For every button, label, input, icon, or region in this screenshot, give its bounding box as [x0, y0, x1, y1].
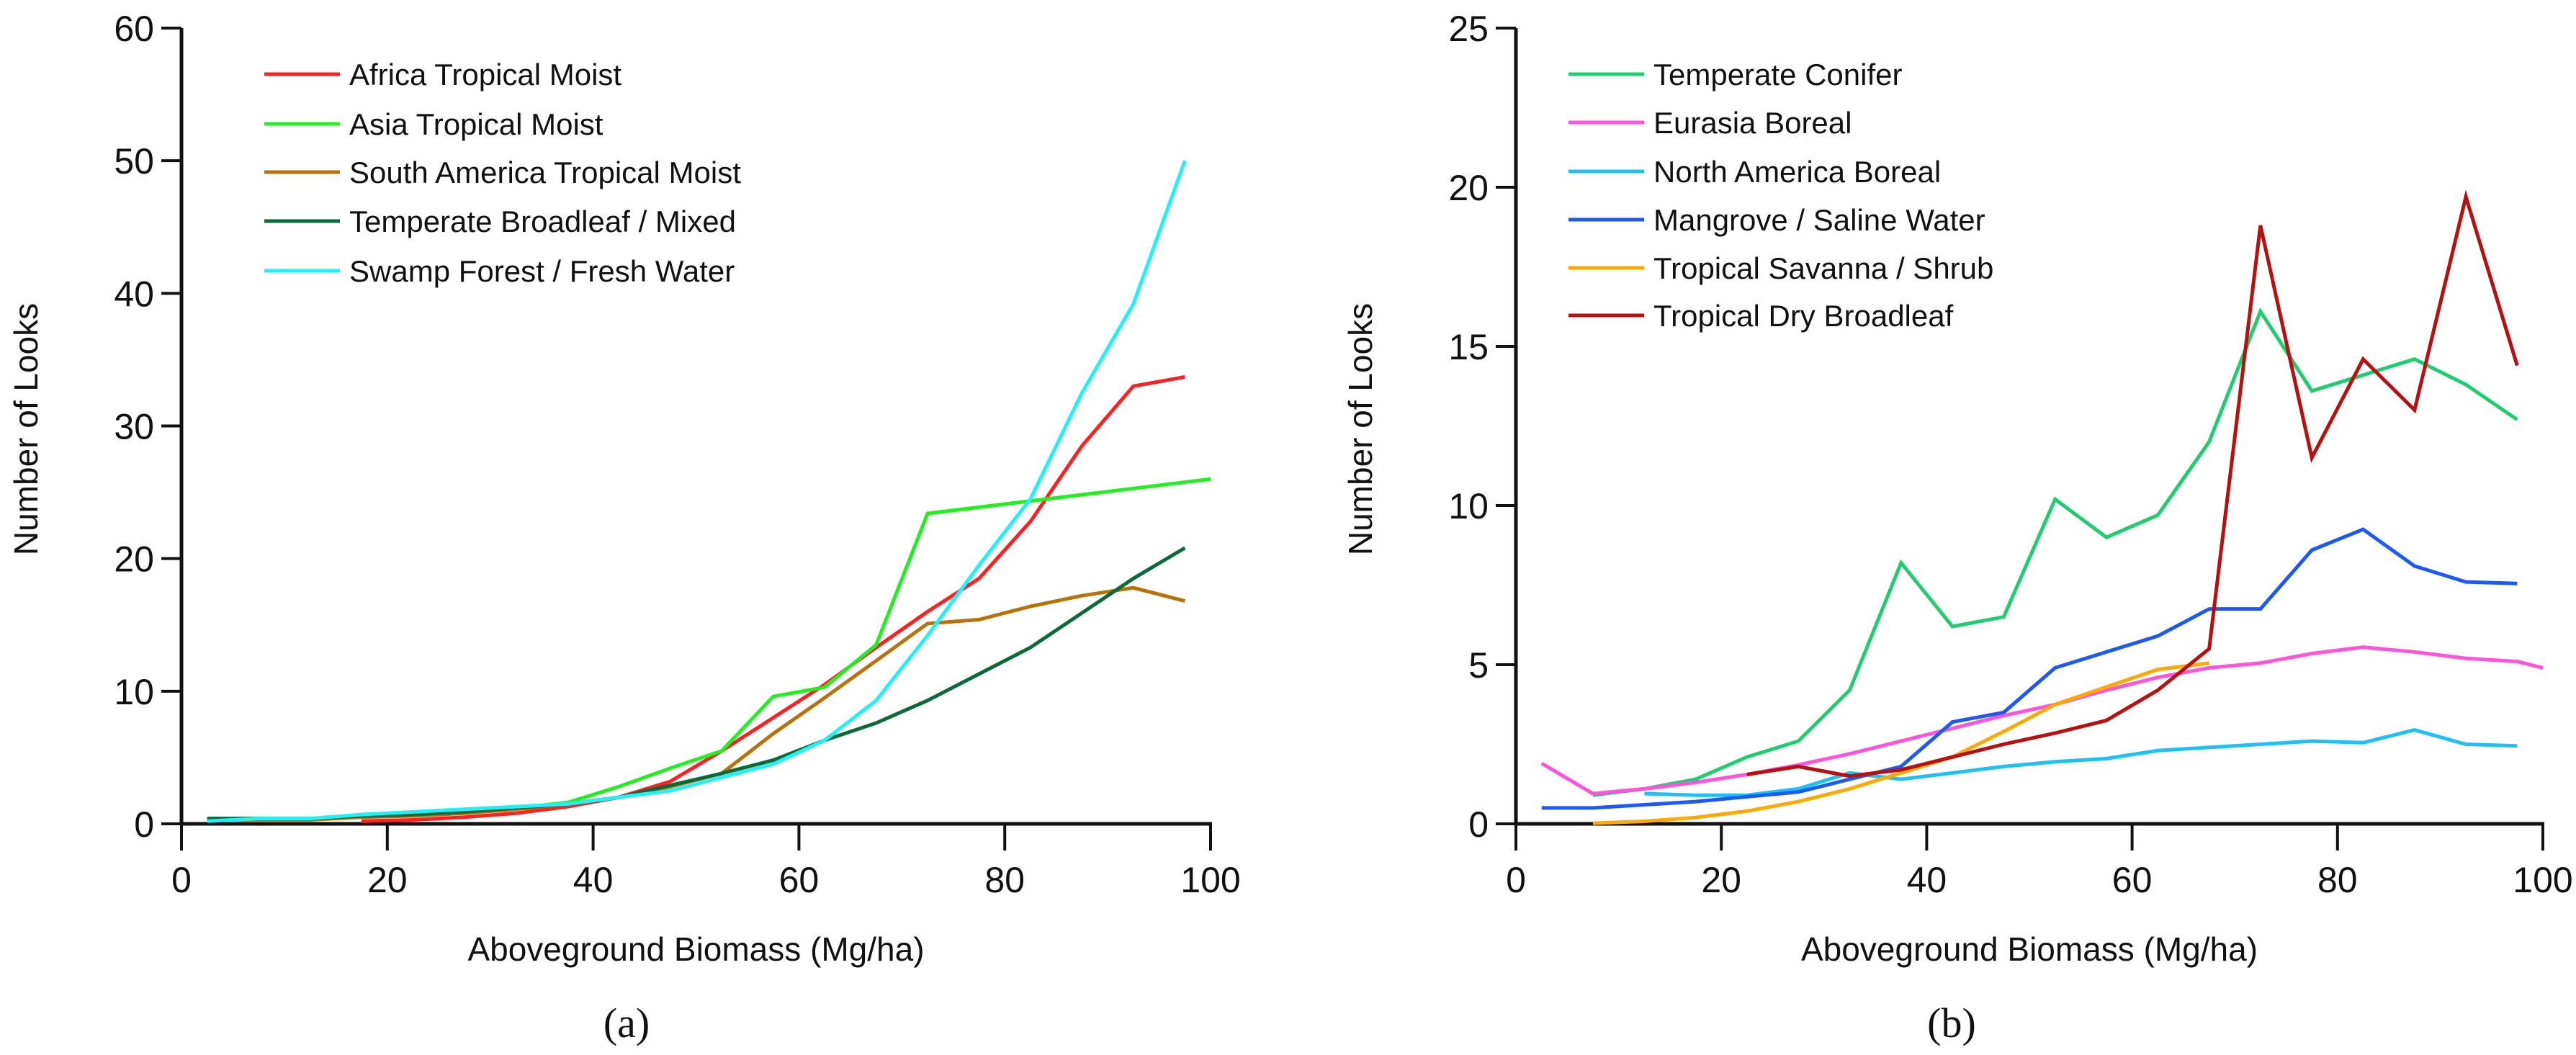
x-tick-label: 0 [1506, 860, 1526, 900]
series-line-4 [1592, 661, 2209, 825]
series-line-5 [1746, 189, 2519, 778]
x-tick-label: 60 [2112, 860, 2153, 900]
legend-label: Temperate Broadleaf / Mixed [349, 205, 736, 238]
y-axis-label: Number of Looks [7, 303, 45, 555]
x-tick-label: 80 [984, 860, 1025, 900]
x-tick-label: 60 [779, 860, 820, 900]
legend-label: Mangrove / Saline Water [1653, 203, 1985, 237]
x-axis-label: Aboveground Biomass (Mg/ha) [1801, 930, 2258, 968]
y-tick-label: 50 [114, 141, 154, 181]
series-line-2 [1644, 728, 2518, 797]
x-tick-label: 20 [367, 860, 408, 900]
y-tick-label: 25 [1448, 9, 1489, 49]
chart-panel-b: 0 5 10 15 20 25 0 20 40 60 80 100 Aboveground Biomas… [1342, 9, 2573, 968]
series-line-0 [362, 374, 1185, 823]
y-tick-label: 30 [114, 407, 154, 447]
y-tick-label: 0 [1468, 804, 1489, 845]
y-tick-label: 0 [134, 804, 154, 845]
x-tick-label: 40 [573, 860, 614, 900]
series-line-1 [1540, 645, 2544, 796]
x-tick-label: 0 [171, 860, 192, 900]
y-tick-label: 40 [114, 274, 154, 314]
y-tick-label: 20 [1448, 168, 1489, 208]
chart-panel-a: 0 10 20 30 40 50 60 0 20 40 60 80 100 Aboveground Bio… [7, 9, 1241, 968]
series-line-4 [207, 160, 1187, 823]
y-axis-label: Number of Looks [1342, 303, 1379, 555]
x-tick-label: 100 [1180, 860, 1240, 900]
y-tick-label: 20 [114, 539, 154, 580]
legend-label: Swamp Forest / Fresh Water [349, 254, 735, 288]
legend-label: Africa Tropical Moist [349, 58, 621, 91]
legend-label: Tropical Dry Broadleaf [1653, 299, 1954, 333]
legend-label: Tropical Savanna / Shrub [1653, 251, 1993, 285]
series-line-3 [1541, 527, 2518, 810]
legend-label: Eurasia Boreal [1653, 106, 1852, 140]
y-tick-label: 5 [1468, 645, 1489, 686]
series-line-3 [207, 546, 1186, 821]
x-tick-label: 80 [2317, 860, 2358, 900]
x-tick-label: 20 [1701, 860, 1741, 900]
x-axis-label: Aboveground Biomass (Mg/ha) [467, 930, 924, 968]
y-tick-label: 15 [1448, 327, 1489, 367]
series-line-1 [207, 477, 1211, 821]
y-tick-label: 10 [1448, 486, 1489, 526]
legend-label: Asia Tropical Moist [349, 107, 603, 141]
legend-label: Temperate Conifer [1653, 58, 1903, 91]
panel-caption-b: (b) [1927, 1000, 1976, 1046]
x-tick-label: 100 [2513, 860, 2572, 900]
y-tick-label: 60 [114, 9, 154, 49]
series-line-0 [1592, 307, 2518, 797]
legend-label: North America Boreal [1653, 155, 1941, 189]
legend-label: South America Tropical Moist [349, 156, 741, 189]
y-tick-label: 10 [114, 672, 154, 712]
panel-caption-a: (a) [603, 1000, 650, 1046]
x-tick-label: 40 [1907, 860, 1947, 900]
